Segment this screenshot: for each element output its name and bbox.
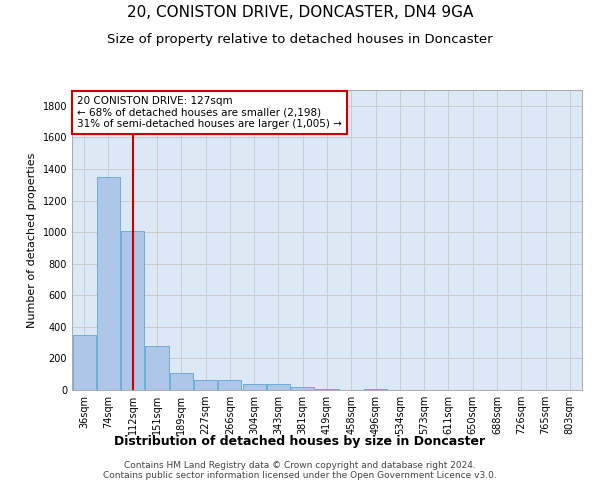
- Bar: [97, 177, 120, 390]
- Text: 20 CONISTON DRIVE: 127sqm
← 68% of detached houses are smaller (2,198)
31% of se: 20 CONISTON DRIVE: 127sqm ← 68% of detac…: [77, 96, 342, 129]
- Y-axis label: Number of detached properties: Number of detached properties: [27, 152, 37, 328]
- Text: 20, CONISTON DRIVE, DONCASTER, DN4 9GA: 20, CONISTON DRIVE, DONCASTER, DN4 9GA: [127, 5, 473, 20]
- Text: Contains HM Land Registry data © Crown copyright and database right 2024.
Contai: Contains HM Land Registry data © Crown c…: [103, 460, 497, 480]
- Text: Size of property relative to detached houses in Doncaster: Size of property relative to detached ho…: [107, 32, 493, 46]
- Text: Distribution of detached houses by size in Doncaster: Distribution of detached houses by size …: [115, 435, 485, 448]
- Bar: [121, 230, 144, 390]
- Bar: [73, 334, 95, 390]
- Bar: [218, 380, 241, 390]
- Bar: [316, 389, 338, 390]
- Bar: [242, 384, 266, 390]
- Bar: [267, 384, 290, 390]
- Bar: [145, 346, 169, 390]
- Bar: [194, 380, 217, 390]
- Bar: [291, 386, 314, 390]
- Bar: [170, 372, 193, 390]
- Bar: [364, 389, 387, 390]
